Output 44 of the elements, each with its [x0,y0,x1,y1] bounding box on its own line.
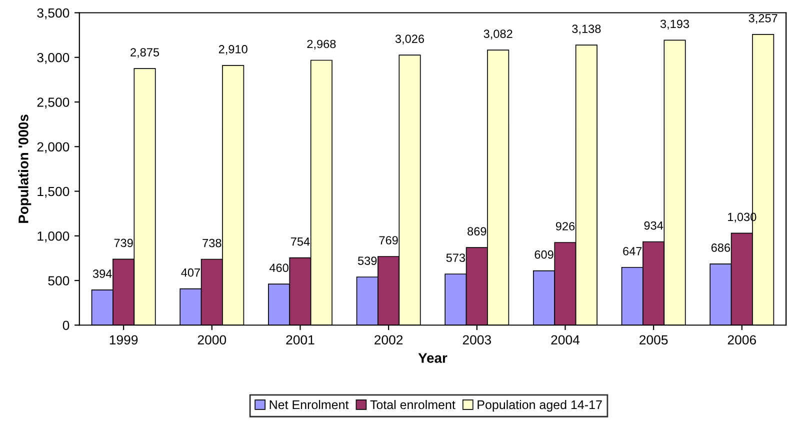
data-label: 407 [181,268,200,277]
y-tick-label: 3,500 [37,8,70,20]
x-tick-label: 2001 [286,335,314,345]
x-tick-label: 1999 [110,335,138,345]
data-label: 647 [623,246,642,256]
data-label: 754 [290,238,310,246]
data-label: 3,257 [748,14,778,24]
legend-label: Total enrolment [370,400,456,410]
data-label: 394 [92,270,112,278]
y-tick-label: 2,500 [37,98,70,108]
data-label: 460 [269,264,288,272]
y-tick-label: 0 [62,320,70,330]
data-label: 869 [468,227,486,236]
x-tick-label: 2000 [198,335,226,345]
data-label: 3,026 [395,34,424,44]
x-tick-label: 2006 [728,335,756,345]
data-label: 3,082 [484,30,512,40]
y-tick-label: 500 [48,276,70,286]
data-label: 609 [534,250,554,259]
data-label: 3,193 [660,20,690,30]
legend-label: Population aged 14-17 [478,400,602,412]
data-label: 686 [711,243,730,252]
x-tick-label: 2004 [551,335,580,345]
y-tick-label: 2,000 [37,142,70,154]
data-label: 2,910 [218,44,248,55]
y-axis-title: Population '000s [18,114,32,223]
data-label: 539 [358,256,377,265]
y-tick-label: 1,500 [38,186,70,198]
data-label: 573 [446,254,466,262]
x-tick-label: 2002 [374,335,403,345]
legend-label: Net Enrolment [270,400,349,410]
data-label: 738 [202,238,222,248]
data-label: 934 [644,221,664,230]
data-label: 769 [379,236,398,244]
y-tick-label: 1,000 [38,231,70,242]
x-axis-title: Year [418,353,448,363]
x-tick-label: 2003 [462,335,491,345]
data-label: 2,875 [130,48,160,58]
x-tick-label: 2005 [640,335,668,345]
data-label: 926 [556,222,575,230]
data-label: 3,138 [572,24,601,34]
y-tick-label: 3,000 [37,52,70,64]
data-label: 2,968 [307,40,336,50]
data-label: 739 [114,238,133,248]
